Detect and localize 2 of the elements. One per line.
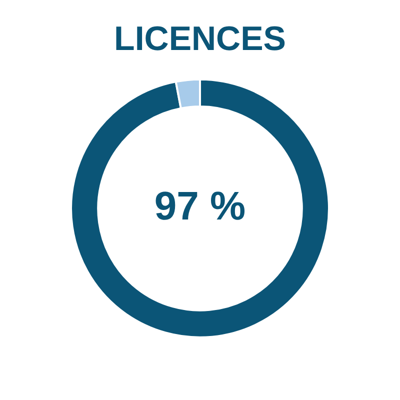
text: 97 % — [154, 184, 246, 228]
chart-title: LICENCES — [114, 20, 286, 58]
